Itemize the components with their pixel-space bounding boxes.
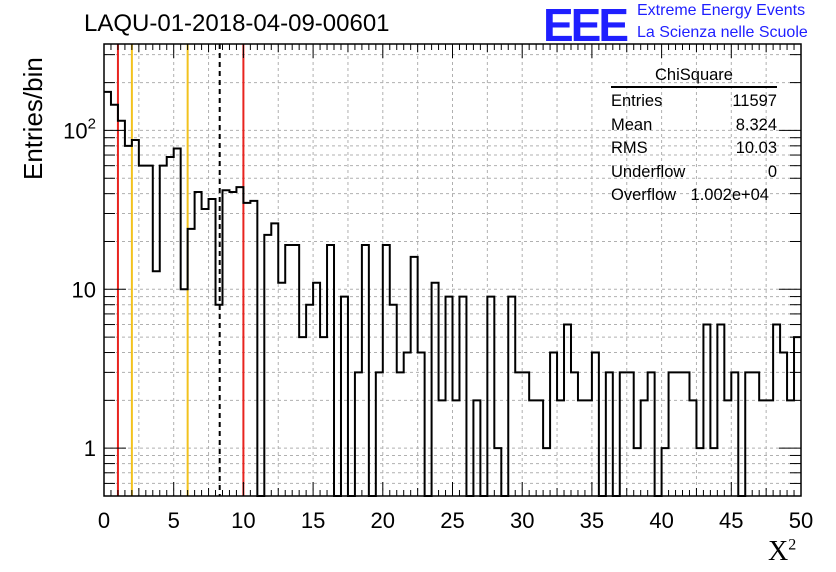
- x-tick-label: 15: [301, 508, 325, 533]
- axis-ticks: [103, 44, 802, 497]
- histogram-series: [104, 90, 801, 497]
- stats-title: ChiSquare: [611, 66, 777, 88]
- x-tick-label: 25: [440, 508, 464, 533]
- logo-line-2: La Scienza nelle Scuole: [637, 24, 808, 41]
- stats-box: ChiSquare Entries 11597 Mean 8.324 RMS 10.0…: [611, 66, 777, 208]
- y-tick-label: 1: [84, 436, 96, 461]
- x-tick-label: 40: [649, 508, 673, 533]
- chart-title: LAQU-01-2018-04-09-00601: [84, 10, 390, 37]
- stats-row-underflow: Underflow 0: [611, 162, 777, 181]
- y-axis-label: Entries/bin: [18, 57, 48, 180]
- stats-row-rms: RMS 10.03: [611, 139, 777, 157]
- eee-logo: EEE: [543, 0, 629, 51]
- x-tick-label: 10: [231, 508, 255, 533]
- x-tick-label: 20: [371, 508, 395, 533]
- logo-line-1: Extreme Energy Events: [637, 2, 806, 19]
- tick-labels: 0 5 10 15 20 25 30 35 40 45 50 1 10 102: [63, 115, 813, 533]
- x-tick-label: 50: [789, 508, 813, 533]
- stats-row-overflow: Overflow 1.002e+04: [611, 186, 769, 204]
- x-tick-label: 30: [510, 508, 534, 533]
- x-tick-label: 35: [580, 508, 604, 533]
- x-tick-label: 5: [168, 508, 180, 533]
- x-axis-label: X2: [768, 536, 797, 567]
- x-tick-label: 0: [98, 508, 110, 533]
- stats-row-entries: Entries 11597: [611, 92, 777, 110]
- y-tick-label: 102: [63, 115, 96, 143]
- stats-row-mean: Mean 8.324: [611, 115, 777, 134]
- x-tick-label: 45: [719, 508, 743, 533]
- y-tick-label: 10: [72, 277, 96, 302]
